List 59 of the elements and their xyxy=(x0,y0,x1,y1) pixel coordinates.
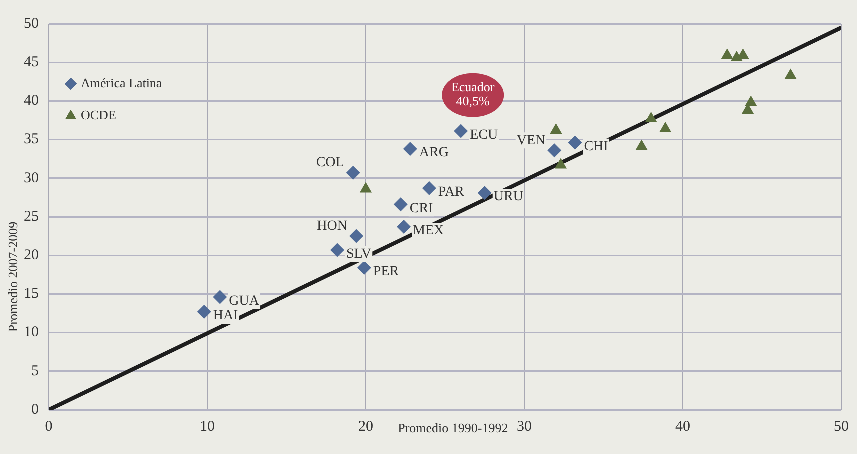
annotation: Ecuador 40,5% xyxy=(451,80,496,109)
point xyxy=(394,198,408,212)
point xyxy=(197,304,212,319)
point xyxy=(357,260,372,275)
y-tick-label: 0 xyxy=(32,402,39,418)
point xyxy=(213,290,228,304)
point xyxy=(360,182,372,193)
point xyxy=(660,122,672,132)
point xyxy=(645,112,658,122)
point xyxy=(636,140,648,150)
y-tick-label: 20 xyxy=(24,248,39,264)
legend-label: OCDE xyxy=(81,107,116,122)
annotation: ECU xyxy=(470,128,498,143)
y-tick-label: 5 xyxy=(32,363,39,380)
point xyxy=(548,144,562,158)
y-axis-title: Promedio 2007-2009 xyxy=(5,222,20,332)
annotation: VEN xyxy=(516,133,546,148)
point xyxy=(330,243,344,258)
y-tick-label: 45 xyxy=(24,54,39,71)
y-tick-label: 15 xyxy=(24,286,39,302)
point xyxy=(397,220,412,234)
y-tick-label: 10 xyxy=(24,324,39,341)
x-tick-label: 40 xyxy=(676,418,690,435)
annotation: CHI xyxy=(584,140,609,155)
x-tick-label: 0 xyxy=(45,418,53,435)
annotation: PER xyxy=(373,264,400,280)
point xyxy=(403,142,418,156)
annotation: MEX xyxy=(413,224,444,239)
point xyxy=(745,96,758,106)
point xyxy=(346,166,360,180)
y-tick-label: 50 xyxy=(24,16,39,32)
annotation: ARG xyxy=(419,146,449,161)
x-tick-label: 20 xyxy=(358,418,374,435)
y-tick-label: 30 xyxy=(24,170,39,186)
annotation: SLV xyxy=(346,246,372,262)
point xyxy=(784,68,797,80)
annotation: URU xyxy=(494,190,524,205)
annotation: HON xyxy=(317,218,348,234)
x-tick-label: 30 xyxy=(517,418,532,435)
annotation: COL xyxy=(316,156,344,171)
annotation: PAR xyxy=(438,185,466,200)
y-tick-label: 35 xyxy=(24,132,39,148)
y-tick-label: 25 xyxy=(24,208,39,225)
point xyxy=(422,181,436,196)
point xyxy=(454,124,468,138)
legend-label: América Latina xyxy=(81,75,162,90)
point xyxy=(554,158,568,169)
point xyxy=(550,124,562,134)
point xyxy=(478,186,492,200)
annotation: CRI xyxy=(410,201,434,216)
x-axis-title: Promedio 1990-1992 xyxy=(398,420,508,436)
x-tick-label: 10 xyxy=(200,418,215,435)
point xyxy=(721,48,734,60)
point xyxy=(349,229,364,244)
point xyxy=(568,136,582,150)
annotation: GUA xyxy=(229,294,260,309)
annotation: HAI xyxy=(213,308,239,324)
y-tick-label: 40 xyxy=(24,93,39,110)
x-tick-label: 50 xyxy=(834,418,849,435)
